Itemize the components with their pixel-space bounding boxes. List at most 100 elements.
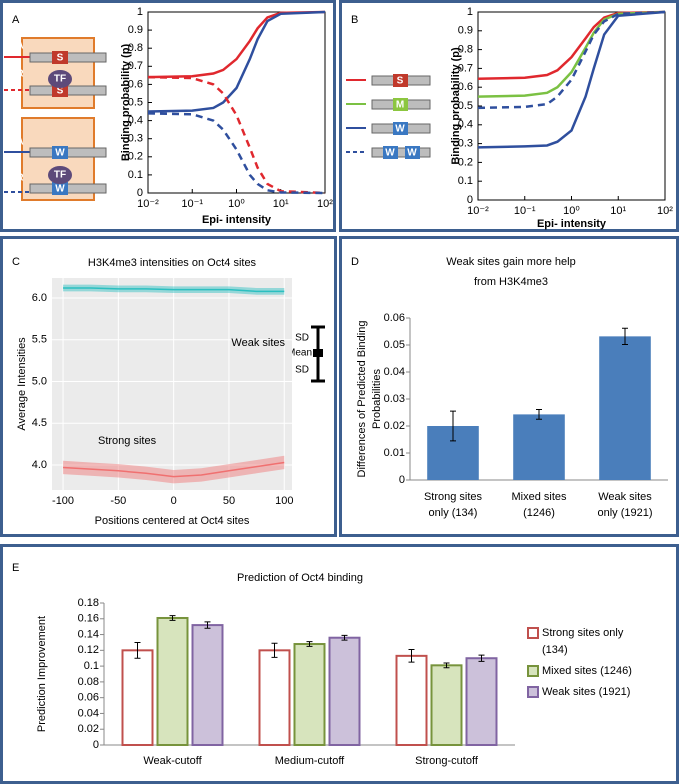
panel-frame — [0, 544, 679, 784]
tf-label: TF — [54, 74, 66, 85]
sd-label: SD — [295, 365, 309, 376]
x-tick-label: 10¹ — [273, 198, 289, 210]
y-tick-label: 6.0 — [32, 292, 47, 304]
error-bar — [622, 327, 628, 345]
y-tick-label: 0 — [137, 187, 143, 199]
dna — [371, 147, 431, 158]
chart-title: Prediction of Oct4 binding — [237, 572, 363, 584]
bar — [191, 624, 224, 746]
site-label: W — [385, 148, 395, 159]
diagram-label: R — [16, 173, 24, 184]
line — [147, 75, 326, 195]
y-tick-label: 0.14 — [78, 628, 99, 640]
y-axis-label: Binding probability (p) — [450, 47, 462, 165]
diagram-label: A — [16, 41, 23, 52]
y-tick-label: 0.12 — [78, 644, 99, 656]
y-tick-label: 0.1 — [458, 175, 473, 187]
tf — [48, 70, 72, 88]
x-tick-label: 10⁻¹ — [181, 198, 203, 210]
panel-letter: B — [351, 14, 358, 26]
bar — [395, 654, 428, 746]
site — [393, 98, 408, 111]
x-tick-label: 10⁻¹ — [514, 205, 536, 217]
y-tick-label: 0.3 — [128, 133, 143, 145]
x-tick-label: 50 — [223, 495, 235, 507]
y-tick-label: 0.8 — [128, 42, 143, 54]
bar — [430, 664, 463, 746]
panel-frame — [339, 236, 679, 537]
site-label: S — [397, 76, 404, 87]
plot-frame — [147, 11, 326, 194]
error-bar — [134, 641, 141, 659]
bar — [293, 643, 326, 746]
site-label: S — [57, 53, 64, 64]
site-label: W — [55, 148, 65, 159]
y-axis-label: Binding probability (p) — [120, 44, 132, 162]
y-tick-label: 0.18 — [78, 597, 99, 609]
y-tick-label: 0 — [467, 194, 473, 206]
y-tick-label: 5.0 — [32, 375, 47, 387]
diagram-b: S M W W W — [346, 74, 431, 159]
site-label: W — [55, 184, 65, 195]
bar — [156, 616, 189, 746]
diagram-label: R — [16, 69, 24, 80]
panel-frame — [0, 0, 336, 232]
y-tick-label: 0.3 — [458, 138, 473, 150]
site-label: S — [57, 86, 64, 97]
y-tick-label: 0.02 — [78, 723, 99, 735]
y-tick-label: 0.08 — [78, 676, 99, 688]
error-bar — [450, 410, 456, 442]
y-tick-label: 0.9 — [128, 24, 143, 36]
line — [147, 10, 326, 113]
error-bar — [408, 649, 415, 663]
y-tick-label: 5.5 — [32, 334, 47, 346]
error-bar — [169, 615, 176, 621]
tf-label: TF — [54, 170, 66, 181]
panel-letter: D — [351, 256, 359, 268]
site — [405, 146, 420, 159]
site — [383, 146, 398, 159]
x-tick-label: 10⁰ — [563, 205, 580, 217]
x-axis-label: Positions centered at Oct4 sites — [95, 515, 250, 527]
site — [393, 74, 408, 87]
x-axis-label: Epi- intensity — [202, 214, 272, 226]
y-tick-label: 0.04 — [384, 366, 405, 378]
x-axis-label: Epi- intensity — [537, 218, 607, 230]
line — [477, 10, 666, 149]
tf — [48, 166, 72, 184]
site — [52, 51, 68, 64]
line — [63, 461, 285, 478]
y-tick-label: 0.03 — [384, 393, 405, 405]
y-tick-label: 0.04 — [78, 707, 99, 719]
y-tick-label: 0.1 — [128, 169, 143, 181]
x-tick-label: Mixed sites (1246) — [511, 491, 567, 519]
x-tick-label: 10² — [317, 198, 333, 210]
panel-frame — [339, 0, 679, 232]
line — [147, 112, 326, 195]
y-tick-label: 0.06 — [384, 312, 405, 324]
site-label: W — [395, 124, 405, 135]
series-label: Strong sites — [98, 435, 157, 447]
bar — [465, 657, 498, 747]
series-label: Weak sites — [231, 337, 285, 349]
error-bar — [306, 641, 313, 647]
x-tick-label: 10⁻² — [137, 198, 159, 210]
panel-letter: A — [12, 14, 20, 26]
x-tick-label: 100 — [275, 495, 293, 507]
y-tick-label: 0.9 — [458, 25, 473, 37]
y-tick-label: 0.7 — [458, 62, 473, 74]
y-tick-label: 0.6 — [128, 78, 143, 90]
y-tick-label: 0.4 — [458, 119, 473, 131]
error-band — [63, 455, 285, 484]
y-axis-label: Differences of Predicted Binding Probabil… — [356, 321, 383, 478]
y-tick-label: 1 — [467, 6, 473, 18]
legend-label: Mixed sites (1246) — [542, 665, 632, 677]
y-tick-label: 4.0 — [32, 459, 47, 471]
site — [52, 146, 68, 159]
legend-swatch — [527, 627, 539, 639]
x-tick-label: 10¹ — [610, 205, 626, 217]
legend-label: Strong sites only (134) — [542, 627, 624, 656]
